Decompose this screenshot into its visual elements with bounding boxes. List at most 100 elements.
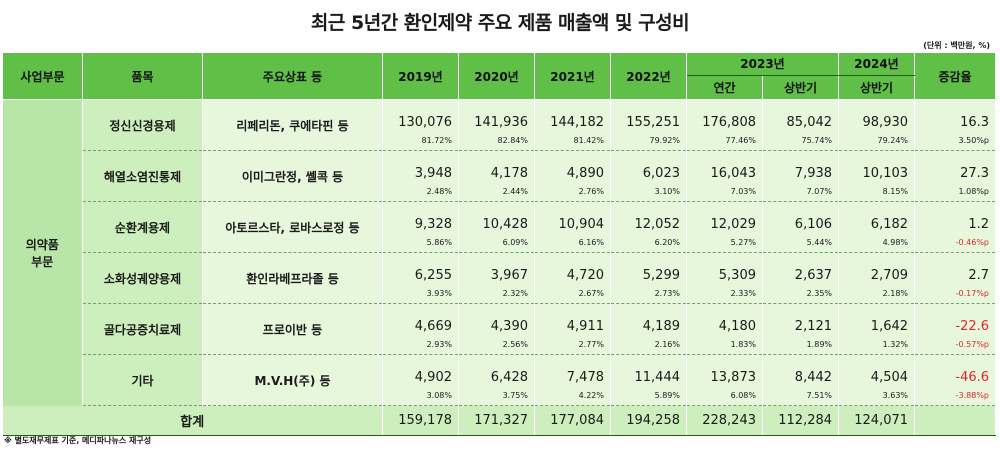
brand-cell: 이미그란정, 쎌콕 등 xyxy=(202,150,383,202)
value-cell: 1,642 xyxy=(838,303,916,334)
share-cell: 2.93% xyxy=(382,334,459,355)
value-cell: 6,255 xyxy=(382,252,459,283)
table-row: 소화성궤양용제 환인라베프라졸 등 6,255 3,967 4,720 5,299 5,30… xyxy=(3,252,997,304)
value-cell: 5,309 xyxy=(686,252,763,283)
value-cell: 3,967 xyxy=(458,252,535,283)
header-2023-half: 상반기 xyxy=(761,74,840,101)
header-2020: 2020년 xyxy=(458,52,535,100)
value-cell: 4,504 xyxy=(838,354,916,385)
share-cell: 7.03% xyxy=(686,181,763,202)
value-cell: 10,428 xyxy=(458,201,535,232)
share-cell: 2.18% xyxy=(838,283,916,304)
footer-note: ※ 별도재무제표 기준, 메디파나뉴스 재구성 xyxy=(4,436,152,445)
header-brand: 주요상표 등 xyxy=(202,52,383,100)
share-cell: 2.35% xyxy=(762,283,840,304)
share-cell: 79.24% xyxy=(838,130,916,151)
table-row-share: 3.08% 3.75% 4.22% 5.89% 6.08% 7.51% 3.63% -3.88… xyxy=(3,385,997,406)
share-cell: 5.44% xyxy=(762,232,840,253)
share-cell: 3.75% xyxy=(458,385,535,406)
share-cell: 2.76% xyxy=(534,181,611,202)
value-cell: 155,251 xyxy=(610,99,687,130)
change-cell: 2.7 xyxy=(914,252,997,283)
value-cell: 8,442 xyxy=(762,354,840,385)
header-2019: 2019년 xyxy=(382,52,459,100)
share-cell: 5.89% xyxy=(610,385,687,406)
share-cell: 4.22% xyxy=(534,385,611,406)
table-row-share: 2.93% 2.56% 2.77% 2.16% 1.83% 1.89% 1.32% -0.57… xyxy=(3,334,997,355)
share-cell: 1.89% xyxy=(762,334,840,355)
table-row: 순환계용제 아토르스타, 로바스로정 등 9,328 10,428 10,904 12,0… xyxy=(3,201,997,253)
value-cell: 2,637 xyxy=(762,252,840,283)
value-cell: 6,106 xyxy=(762,201,840,232)
total-value-cell: 159,178 xyxy=(382,405,459,436)
category-cell: 정신신경용제 xyxy=(82,99,203,151)
category-cell: 기타 xyxy=(82,354,203,406)
table-row: 골다공증치료제 프로이반 등 4,669 4,390 4,911 4,189 4,180 2,… xyxy=(3,303,997,355)
table-row-share: 5.86% 6.09% 6.16% 6.20% 5.27% 5.44% 4.98% -0.46… xyxy=(3,232,997,253)
value-cell: 130,076 xyxy=(382,99,459,130)
value-cell: 3,948 xyxy=(382,150,459,181)
value-cell: 7,938 xyxy=(762,150,840,181)
share-cell: 6.16% xyxy=(534,232,611,253)
value-cell: 4,180 xyxy=(686,303,763,334)
share-cell: 3.10% xyxy=(610,181,687,202)
value-cell: 98,930 xyxy=(838,99,916,130)
total-value-cell: 112,284 xyxy=(762,405,840,436)
change-share-cell: 3.50%p xyxy=(914,130,997,151)
share-cell: 81.42% xyxy=(534,130,611,151)
value-cell: 2,121 xyxy=(762,303,840,334)
total-label: 합계 xyxy=(2,405,383,436)
total-value-cell: 194,258 xyxy=(610,405,687,436)
header-2021: 2021년 xyxy=(534,52,611,100)
value-cell: 4,390 xyxy=(458,303,535,334)
value-cell: 176,808 xyxy=(686,99,763,130)
share-cell: 2.32% xyxy=(458,283,535,304)
value-cell: 5,299 xyxy=(610,252,687,283)
share-cell: 77.46% xyxy=(686,130,763,151)
header-2023: 2023년 xyxy=(685,52,840,76)
share-cell: 6.09% xyxy=(458,232,535,253)
total-value-cell: 124,071 xyxy=(838,405,916,436)
header-2023-annual: 연간 xyxy=(686,74,763,101)
value-cell: 12,052 xyxy=(610,201,687,232)
value-cell: 2,709 xyxy=(838,252,916,283)
change-cell: 27.3 xyxy=(914,150,997,181)
change-cell: -22.6 xyxy=(914,303,997,334)
change-share-cell: -0.46%p xyxy=(914,232,997,253)
change-cell: 16.3 xyxy=(914,99,997,130)
change-cell: -46.6 xyxy=(914,354,997,385)
share-cell: 82.84% xyxy=(458,130,535,151)
table-row: 기타 M.V.H(주) 등 4,902 6,428 7,478 11,444 13,873 8… xyxy=(3,354,997,406)
brand-cell: 아토르스타, 로바스로정 등 xyxy=(202,201,383,253)
share-cell: 8.15% xyxy=(838,181,916,202)
share-cell: 3.93% xyxy=(382,283,459,304)
value-cell: 7,478 xyxy=(534,354,611,385)
share-cell: 79.92% xyxy=(610,130,687,151)
share-cell: 75.74% xyxy=(762,130,840,151)
change-share-cell: -3.88%p xyxy=(914,385,997,406)
total-value-cell: 228,243 xyxy=(686,405,763,436)
share-cell: 6.20% xyxy=(610,232,687,253)
sales-table: 사업부문 품목 주요상표 등 2019년 2020년 2021년 2022년 2… xyxy=(2,52,997,436)
value-cell: 6,182 xyxy=(838,201,916,232)
table-row-share: 3.93% 2.32% 2.67% 2.73% 2.33% 2.35% 2.18% -0.17… xyxy=(3,283,997,304)
total-value-cell: 171,327 xyxy=(458,405,535,436)
share-cell: 7.51% xyxy=(762,385,840,406)
share-cell: 1.32% xyxy=(838,334,916,355)
share-cell: 2.44% xyxy=(458,181,535,202)
share-cell: 5.27% xyxy=(686,232,763,253)
value-cell: 9,328 xyxy=(382,201,459,232)
table-row: 해열소염진통제 이미그란정, 쎌콕 등 3,948 4,178 4,890 6,023 16… xyxy=(3,150,997,202)
value-cell: 10,103 xyxy=(838,150,916,181)
value-cell: 85,042 xyxy=(762,99,840,130)
table-row: 의약품 부문 정신신경용제 리페리돈, 쿠에타핀 등 130,076 141,936 14… xyxy=(2,99,997,406)
header-segment: 사업부문 xyxy=(2,52,83,100)
category-cell: 골다공증치료제 xyxy=(82,303,203,355)
value-cell: 13,873 xyxy=(686,354,763,385)
value-cell: 4,720 xyxy=(534,252,611,283)
value-cell: 4,911 xyxy=(534,303,611,334)
header-2024-half: 상반기 xyxy=(838,74,916,101)
share-cell: 3.08% xyxy=(382,385,459,406)
value-cell: 6,023 xyxy=(610,150,687,181)
value-cell: 4,189 xyxy=(610,303,687,334)
